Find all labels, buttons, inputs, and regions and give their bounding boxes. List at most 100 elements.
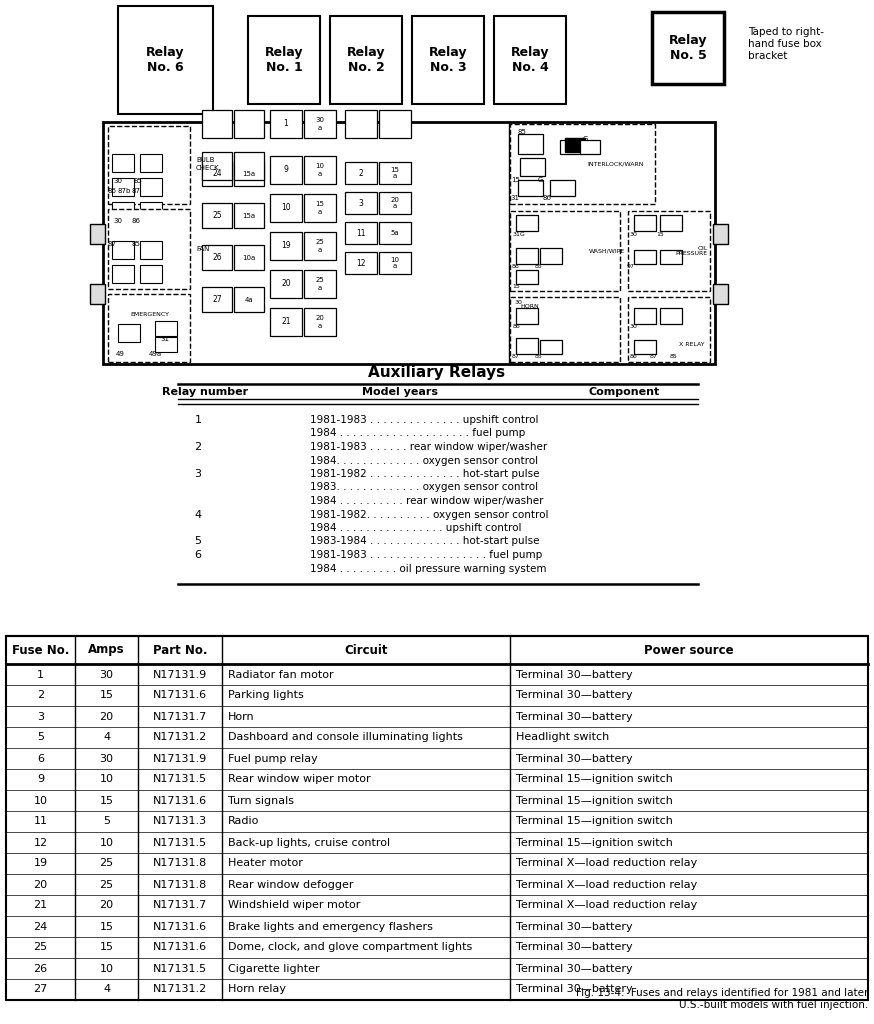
Text: Turn signals: Turn signals [228, 796, 294, 806]
Text: Fuel pump relay: Fuel pump relay [228, 754, 318, 764]
Bar [660, 215, 682, 231]
Text: Amps: Amps [88, 643, 125, 656]
Text: Power source: Power source [644, 643, 734, 656]
Bar [379, 110, 411, 138]
Bar [270, 232, 302, 260]
Text: 12: 12 [357, 258, 365, 267]
Text: Model years: Model years [362, 387, 438, 397]
Text: 86: 86 [630, 354, 638, 359]
Text: Horn: Horn [228, 712, 254, 722]
Bar [379, 162, 411, 184]
Text: 3: 3 [358, 199, 364, 208]
Bar [234, 161, 264, 186]
Text: 9: 9 [37, 774, 44, 784]
Text: Terminal 30—battery: Terminal 30—battery [516, 690, 633, 700]
Bar [270, 194, 302, 222]
Text: Headlight switch: Headlight switch [516, 732, 609, 742]
Bar [510, 211, 620, 291]
Text: 1981-1982 . . . . . . . . . . . . . . hot-start pulse: 1981-1982 . . . . . . . . . . . . . . ho… [310, 469, 539, 479]
Bar [379, 222, 411, 244]
Text: G: G [582, 136, 587, 142]
Bar [516, 308, 538, 324]
Text: 1983-1984 . . . . . . . . . . . . . . hot-start pulse: 1983-1984 . . . . . . . . . . . . . . ho… [310, 537, 539, 547]
Text: Terminal 30—battery: Terminal 30—battery [516, 922, 633, 932]
Text: 1984 . . . . . . . . . . . . . . . . . . . . fuel pump: 1984 . . . . . . . . . . . . . . . . . .… [310, 428, 525, 438]
Text: 30: 30 [114, 178, 122, 184]
Text: 15
a: 15 a [316, 202, 324, 214]
Bar [628, 297, 710, 362]
Text: 15a: 15a [242, 213, 255, 219]
Text: Terminal 15—ignition switch: Terminal 15—ignition switch [516, 838, 673, 848]
Bar [550, 180, 575, 196]
Text: N17131.2: N17131.2 [153, 732, 207, 742]
Text: FAN: FAN [196, 246, 210, 252]
Bar [118, 6, 213, 114]
Bar [155, 321, 177, 336]
Bar [345, 222, 377, 244]
Text: 1: 1 [195, 415, 202, 425]
Text: 15: 15 [100, 942, 114, 952]
Text: 30: 30 [630, 231, 638, 237]
Bar [103, 122, 715, 364]
Bar [345, 110, 377, 138]
Text: 1983. . . . . . . . . . . . . oxygen sensor control: 1983. . . . . . . . . . . . . oxygen sen… [310, 482, 538, 493]
Bar [518, 134, 543, 154]
Bar [304, 308, 336, 336]
Text: 4: 4 [194, 510, 202, 519]
Text: 15: 15 [656, 231, 663, 237]
Text: Relay number: Relay number [162, 387, 248, 397]
Bar [202, 287, 232, 312]
Text: 31G: 31G [513, 231, 526, 237]
Text: 10: 10 [100, 964, 114, 974]
Text: 20: 20 [100, 712, 114, 722]
Bar [634, 308, 656, 324]
Text: 3: 3 [195, 469, 202, 479]
Text: 19: 19 [281, 242, 291, 251]
Bar [634, 215, 656, 231]
Bar [540, 248, 562, 264]
Text: Relay
No. 2: Relay No. 2 [347, 46, 385, 74]
Text: BULB
CHECK: BULB CHECK [196, 158, 219, 171]
Text: 15: 15 [100, 922, 114, 932]
Text: 4: 4 [103, 984, 110, 994]
Text: 5: 5 [37, 732, 44, 742]
Text: 85: 85 [670, 354, 677, 359]
Text: Relay
No. 4: Relay No. 4 [510, 46, 549, 74]
Text: N17131.9: N17131.9 [153, 754, 207, 764]
Text: Brake lights and emergency flashers: Brake lights and emergency flashers [228, 922, 433, 932]
Text: 15: 15 [100, 690, 114, 700]
Text: 49a: 49a [149, 351, 162, 357]
Text: 10: 10 [100, 838, 114, 848]
Text: 10: 10 [100, 774, 114, 784]
Bar [540, 340, 562, 354]
Bar [713, 224, 728, 244]
Text: Fuse No.: Fuse No. [12, 643, 69, 656]
Text: 97: 97 [627, 264, 635, 269]
Text: Rear window wiper motor: Rear window wiper motor [228, 774, 371, 784]
Text: 1984 . . . . . . . . . . rear window wiper/washer: 1984 . . . . . . . . . . rear window wip… [310, 496, 544, 506]
Bar [494, 16, 566, 104]
Text: 87: 87 [650, 354, 658, 359]
Text: Fig. 13-4.  Fuses and relays identified for 1981 and later
U.S.-built models wit: Fig. 13-4. Fuses and relays identified f… [576, 988, 868, 1010]
Text: Circuit: Circuit [344, 643, 388, 656]
Text: 1984. . . . . . . . . . . . . oxygen sensor control: 1984. . . . . . . . . . . . . oxygen sen… [310, 456, 538, 466]
Text: 1984 . . . . . . . . . oil pressure warning system: 1984 . . . . . . . . . oil pressure warn… [310, 563, 546, 573]
Text: Parking lights: Parking lights [228, 690, 304, 700]
Text: 87: 87 [108, 241, 116, 247]
Text: 10
a: 10 a [391, 256, 399, 269]
Text: 25: 25 [33, 942, 47, 952]
Text: 6: 6 [195, 550, 202, 560]
Text: Relay
No. 1: Relay No. 1 [265, 46, 303, 74]
Text: 11: 11 [357, 228, 365, 238]
Text: 20
a: 20 a [316, 315, 324, 329]
Text: N17131.7: N17131.7 [153, 712, 207, 722]
Bar [516, 270, 538, 284]
Bar [652, 12, 724, 84]
Bar [140, 154, 162, 172]
Text: Relay
No. 5: Relay No. 5 [669, 34, 707, 62]
Text: N17131.5: N17131.5 [153, 774, 207, 784]
Text: 1984 . . . . . . . . . . . . . . . . upshift control: 1984 . . . . . . . . . . . . . . . . ups… [310, 523, 522, 534]
Bar [155, 337, 177, 352]
Text: 86: 86 [512, 264, 520, 269]
Bar [304, 232, 336, 260]
